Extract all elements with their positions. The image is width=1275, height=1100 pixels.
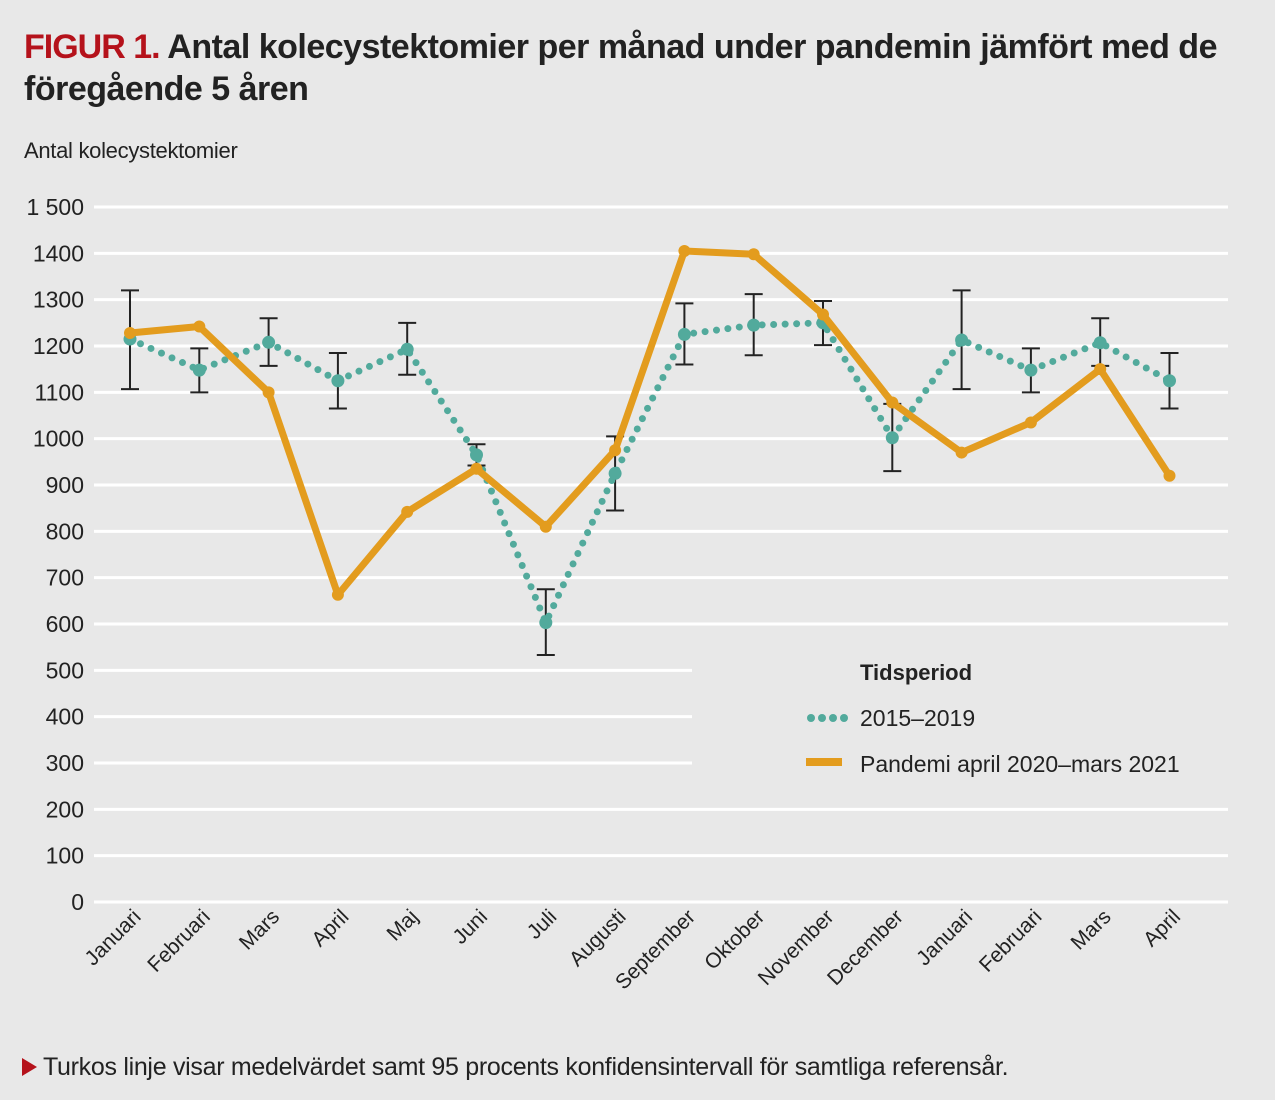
data-point-pandemic [331,588,344,601]
data-point-pandemic [401,505,414,518]
data-point-pandemic [955,446,968,459]
error-bars [121,289,1179,657]
data-point-2015-2019 [192,363,206,377]
data-point-pandemic [124,327,136,340]
x-tick-label: April [307,905,353,951]
y-tick-label: 500 [46,657,84,683]
data-point-2015-2019 [539,616,553,630]
data-point-pandemic [193,320,206,333]
x-tick-label: December [823,905,908,990]
triangle-bullet-icon [22,1058,37,1076]
chart: 0 100 200 300 400 500 600 700 800 900 1000 1100 1200… [26,194,1252,995]
data-point-2015-2019 [1024,363,1038,377]
data-point-2015-2019 [262,335,276,349]
y-tick-label: 400 [46,704,84,730]
data-point-pandemic [539,520,552,533]
figure-title-text: Antal kolecystektomier per månad under p… [24,28,1217,108]
legend-swatch-dotted [807,714,848,722]
data-point-2015-2019 [400,342,414,356]
footnote: Turkos linje visar medelvärdet samt 95 p… [22,1053,1009,1082]
y-axis-ticks: 0 100 200 300 400 500 600 700 800 900 1000 1100 1200… [26,194,84,915]
series-2015-2019 [123,316,1176,632]
data-point-2015-2019 [677,327,691,341]
legend-dot [829,714,837,722]
figure-title: FIGUR 1. Antal kolecystektomier per måna… [24,26,1254,110]
legend-background [692,648,1252,788]
legend-swatch-solid [806,758,842,766]
x-tick-label: April [1139,905,1185,951]
y-tick-label: 0 [71,889,84,915]
y-tick-label: 200 [46,796,84,822]
data-point-2015-2019 [885,431,899,445]
data-point-pandemic [262,386,275,399]
x-tick-label: Februari [143,905,215,977]
data-point-2015-2019 [1093,336,1107,350]
x-tick-label: Juli [523,905,562,944]
data-point-pandemic [817,308,829,321]
y-tick-label: 1300 [33,287,84,313]
data-point-2015-2019 [608,466,622,480]
y-tick-label: 100 [46,843,84,869]
data-point-pandemic [1094,363,1107,376]
data-point-2015-2019 [955,333,969,347]
x-tick-label: Juni [449,905,493,949]
x-tick-label: Mars [1066,905,1115,954]
gridlines [94,205,1228,904]
x-tick-label: Februari [975,905,1047,977]
y-tick-label: 1200 [33,333,84,359]
series-line-pandemic [129,247,1173,599]
data-point-2015-2019 [1163,374,1176,388]
data-point-2015-2019 [470,448,483,462]
legend-label-2015-2019: 2015–2019 [860,705,975,731]
legend-label-pandemic: Pandemi april 2020–mars 2021 [860,751,1180,777]
x-tick-label: Mars [235,905,284,954]
legend-title: Tidsperiod [860,660,972,685]
x-tick-label: Maj [383,905,423,945]
footnote-text: Turkos linje visar medelvärdet samt 95 p… [43,1053,1009,1081]
y-tick-label: 800 [46,518,84,544]
data-point-pandemic [1163,469,1176,482]
legend-dot [818,714,826,722]
series-pandemic [124,245,1176,601]
data-point-pandemic [747,248,760,261]
y-tick-label: 1400 [33,240,84,266]
legend-dot [807,714,815,722]
x-tick-label: Januari [912,905,977,970]
figure-label: FIGUR 1. [24,28,161,66]
x-tick-label: Januari [81,905,146,970]
legend-item-2015-2019: 2015–2019 [807,705,975,731]
y-axis-label: Antal kolecystektomier [24,138,238,163]
legend-dot [840,714,848,722]
legend: Tidsperiod 2015–2019 Pandemi april 2020–… [806,660,1180,777]
y-tick-label: 300 [46,750,84,776]
x-tick-label: Oktober [700,905,769,974]
data-point-pandemic [609,444,622,457]
data-point-pandemic [678,245,691,258]
y-tick-label: 1000 [33,426,84,452]
data-point-pandemic [1024,416,1037,429]
data-point-pandemic [886,396,899,409]
data-point-2015-2019 [747,318,761,332]
data-point-2015-2019 [331,374,345,388]
legend-item-pandemic: Pandemi april 2020–mars 2021 [806,751,1180,777]
y-tick-label: 1 500 [26,194,84,220]
y-tick-label: 600 [46,611,84,637]
data-point-pandemic [470,462,483,475]
y-tick-label: 900 [46,472,84,498]
x-tick-label: Augusti [565,905,631,971]
y-tick-label: 700 [46,565,84,591]
y-tick-label: 1100 [35,379,84,405]
